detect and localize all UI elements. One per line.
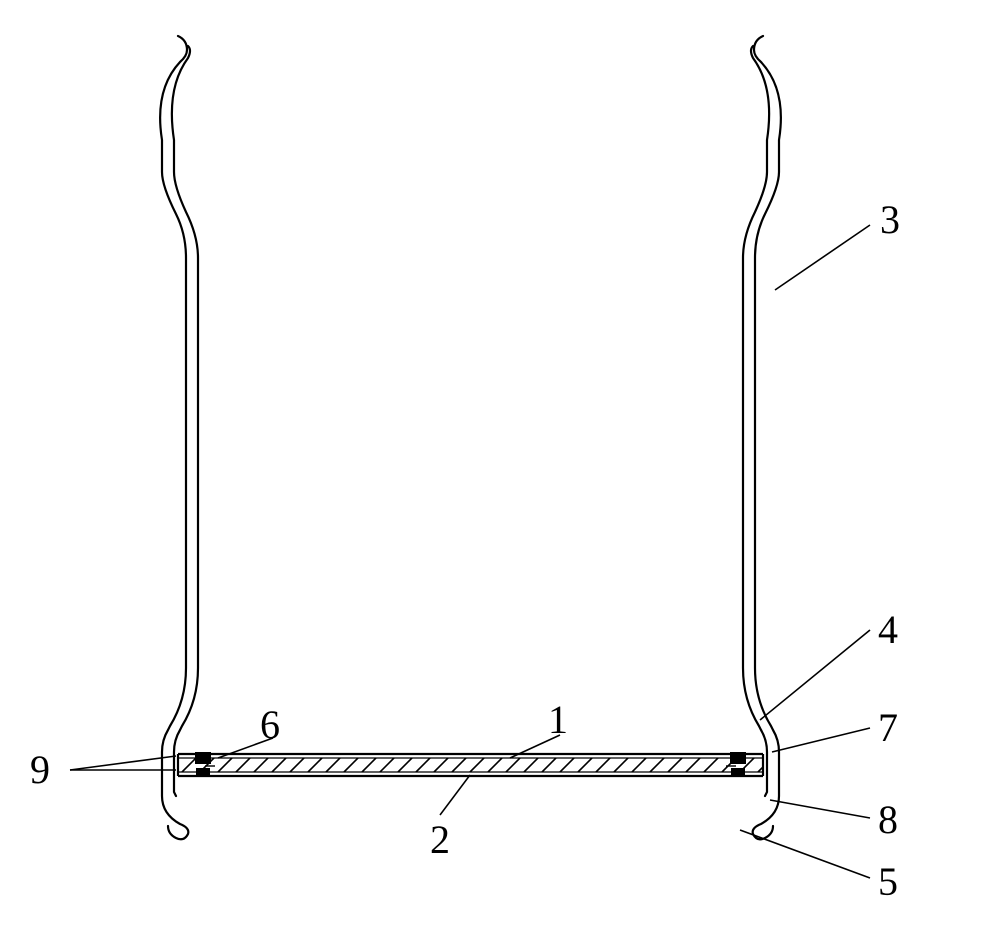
fastener-R-upper xyxy=(730,752,746,764)
plate-hatch xyxy=(308,758,322,772)
plate-hatch xyxy=(416,758,430,772)
leader-L7 xyxy=(772,728,870,752)
plate-hatch xyxy=(506,758,520,772)
leader-L8 xyxy=(770,800,870,818)
plate-hatch xyxy=(488,758,502,772)
fastener-L-upper xyxy=(195,752,211,764)
plate-hatch xyxy=(272,758,286,772)
plate-hatch xyxy=(650,758,664,772)
plate-hatch xyxy=(614,758,628,772)
fastener-R-lower xyxy=(731,768,745,776)
plate-hatch xyxy=(380,758,394,772)
plate-hatch xyxy=(362,758,376,772)
plate-hatch xyxy=(290,758,304,772)
label-7: 7 xyxy=(878,708,898,748)
plate-hatch xyxy=(596,758,610,772)
plate-hatch xyxy=(668,758,682,772)
label-2: 2 xyxy=(430,820,450,860)
plate-hatch xyxy=(236,758,250,772)
plate-hatch xyxy=(398,758,412,772)
leader-L5 xyxy=(740,830,870,878)
plate-hatch xyxy=(452,758,466,772)
diagram-stage: 1 2 3 4 5 6 7 8 9 xyxy=(0,0,1000,929)
label-5: 5 xyxy=(878,862,898,902)
leader-L4 xyxy=(760,630,870,720)
plate-hatch xyxy=(560,758,574,772)
plate-hatch xyxy=(542,758,556,772)
label-1: 1 xyxy=(548,700,568,740)
diagram-svg xyxy=(0,0,1000,929)
plate-hatch xyxy=(182,758,196,772)
plate-hatch xyxy=(434,758,448,772)
leader-L2 xyxy=(440,775,470,815)
plate-hatch xyxy=(326,758,340,772)
label-9: 9 xyxy=(30,750,50,790)
plate-hatch xyxy=(470,758,484,772)
plate-hatch xyxy=(686,758,700,772)
plate-hatch xyxy=(218,758,232,772)
plate-hatch xyxy=(632,758,646,772)
label-4: 4 xyxy=(878,610,898,650)
plate-hatch xyxy=(254,758,268,772)
plate-hatch xyxy=(704,758,718,772)
leader-L3 xyxy=(775,225,870,290)
label-6: 6 xyxy=(260,705,280,745)
fastener-L-lower xyxy=(196,768,210,776)
label-8: 8 xyxy=(878,800,898,840)
plate-hatch xyxy=(578,758,592,772)
leader-L9b xyxy=(70,756,176,770)
label-3: 3 xyxy=(880,200,900,240)
plate-hatch xyxy=(524,758,538,772)
plate-hatch xyxy=(344,758,358,772)
